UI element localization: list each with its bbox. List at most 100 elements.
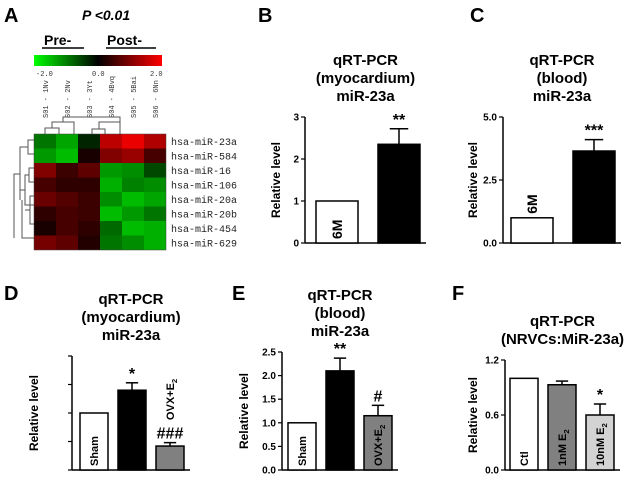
- panel-e-y-tick-label: 0.0: [262, 466, 276, 477]
- panel-b-label: B: [258, 5, 272, 27]
- heatmap-cell: [100, 177, 122, 192]
- panel-d-bar-label: OVX: [127, 442, 139, 466]
- heatmap-cell: [122, 235, 144, 250]
- heatmap-cell: [122, 206, 144, 221]
- heatmap-cell: [78, 192, 100, 207]
- panel-c-y-tick-label: 5.0: [483, 113, 497, 124]
- column-dendrogram: [44, 116, 121, 134]
- panel-b-title-line: miR-23a: [336, 88, 395, 105]
- panel-c-title-line: miR-23a: [533, 88, 592, 105]
- sample-label: S03 - 3Yt: [87, 80, 95, 118]
- panel-e-y-tick-label: 1.0: [262, 418, 276, 429]
- panel-e-bar-label: OVX: [335, 442, 347, 466]
- heatmap-cell: [34, 235, 56, 250]
- heatmap-cell: [56, 235, 78, 250]
- panel-f-bar-label: 10nM E2: [595, 423, 609, 466]
- heatmap-cell: [34, 177, 56, 192]
- bar-charts: BqRT-PCR(myocardium)miR-23a0123Relative …: [4, 5, 624, 477]
- panel-b-title-line: (myocardium): [316, 70, 415, 87]
- heatmap-cell: [122, 177, 144, 192]
- panel-d-title-line: qRT-PCR: [99, 291, 164, 308]
- panel-e-bar-label: Sham: [297, 436, 309, 466]
- panel-c-bar-6m: [510, 217, 554, 244]
- panel-b-significance-mark: **: [393, 112, 406, 129]
- gene-label: hsa-miR-20a: [171, 195, 237, 207]
- heatmap-cell: [100, 134, 122, 149]
- panel-d-label: D: [4, 283, 18, 305]
- scale-max-label: 2.0: [150, 71, 163, 79]
- gene-label: hsa-miR-629: [171, 239, 237, 251]
- panel-b-y-tick-label: 3: [293, 113, 299, 124]
- panel-e-y-tick-label: 1.5: [262, 395, 276, 406]
- panel-e-title-line: qRT-PCR: [308, 287, 373, 304]
- heatmap-cell: [56, 148, 78, 163]
- panel-f-bar-ctl: [509, 377, 539, 471]
- heatmap-cell: [56, 206, 78, 221]
- panel-e-label: E: [232, 283, 245, 305]
- heatmap-cell: [34, 148, 56, 163]
- heatmap-cell: [56, 221, 78, 236]
- heatmap-cell: [100, 192, 122, 207]
- sample-label: S02 - 2Nv: [65, 80, 73, 118]
- panel-f-bar-label-subscript: 2: [600, 423, 609, 427]
- scale-mid-label: 0.0: [92, 71, 105, 79]
- panel-c-y-tick-label: 0.0: [483, 239, 497, 250]
- gene-label: hsa-miR-454: [171, 224, 237, 236]
- panel-c-bar-label: 6M: [524, 194, 540, 213]
- gene-label: hsa-miR-20b: [171, 210, 237, 222]
- row-dendrogram: [13, 139, 34, 239]
- heatmap-cell: [122, 221, 144, 236]
- panel-c-label: C: [470, 5, 484, 27]
- panel-b-bar-6m: [315, 200, 359, 244]
- heatmap-pvalue: P <0.01: [82, 7, 130, 23]
- panel-c-title-line: qRT-PCR: [530, 52, 595, 69]
- heatmap-cell: [34, 192, 56, 207]
- panel-d-bar-sham: [79, 412, 109, 471]
- panel-c-title-line: (blood): [537, 70, 588, 87]
- heatmap-cell: [78, 134, 100, 149]
- panel-f-bar-label-subscript: 2: [562, 429, 571, 433]
- heatmap-cell: [122, 163, 144, 178]
- gene-label: hsa-miR-106: [171, 181, 237, 193]
- panel-f-y-axis-label: Relative level: [466, 377, 480, 453]
- gene-label: hsa-miR-584: [171, 152, 237, 164]
- panel-d-y-axis-label: Relative level: [27, 375, 41, 451]
- sample-labels: S01 - 1Nv S02 - 2Nv S03 - 3Yt S04 - 4Bvq S05…: [43, 76, 161, 118]
- panel-f-label: F: [452, 283, 464, 305]
- heatmap-cell: [144, 235, 166, 250]
- heatmap-cell: [100, 235, 122, 250]
- heatmap-cell: [100, 206, 122, 221]
- scale-min-label: -2.0: [36, 71, 53, 79]
- panel-f-significance-mark: *: [597, 387, 604, 404]
- heatmap-cell: [144, 163, 166, 178]
- heatmap-cell: [144, 134, 166, 149]
- heatmap-cell: [78, 206, 100, 221]
- gene-labels: hsa-miR-23a hsa-miR-584 hsa-miR-16 hsa-miR-…: [171, 137, 237, 251]
- panel-b-y-tick-label: 1: [293, 197, 299, 208]
- panel-b-bar-label: 18M: [391, 212, 407, 239]
- panel-b-title-line: qRT-PCR: [333, 52, 398, 69]
- panel-e-bar-label-subscript: 2: [378, 425, 387, 429]
- panel-b-y-tick-label: 0: [293, 239, 299, 250]
- heatmap-cell: [56, 192, 78, 207]
- heatmap-cell: [56, 163, 78, 178]
- color-scale-bar: [34, 55, 162, 66]
- gene-label: hsa-miR-16: [171, 166, 231, 178]
- panel-a-heatmap: A P <0.01 Pre- Post- -2.0 0.0 2.0 S01 - …: [4, 5, 237, 251]
- panel-d-significance-mark: ###: [157, 426, 184, 443]
- panel-c-bar-label: 18M: [586, 212, 602, 239]
- panel-e-significance-mark: #: [374, 388, 383, 405]
- heatmap-cell: [34, 221, 56, 236]
- heatmap-cell: [144, 192, 166, 207]
- panel-a-label: A: [4, 5, 18, 27]
- heatmap-cell: [122, 148, 144, 163]
- panel-e-y-tick-label: 2.0: [262, 371, 276, 382]
- panel-f-bar-label: 1nM E2: [557, 429, 571, 466]
- panel-d-bar-label: OVX+E2: [165, 379, 179, 420]
- group-post-label: Post-: [107, 32, 142, 48]
- panel-d-bar-label: Sham: [89, 436, 101, 466]
